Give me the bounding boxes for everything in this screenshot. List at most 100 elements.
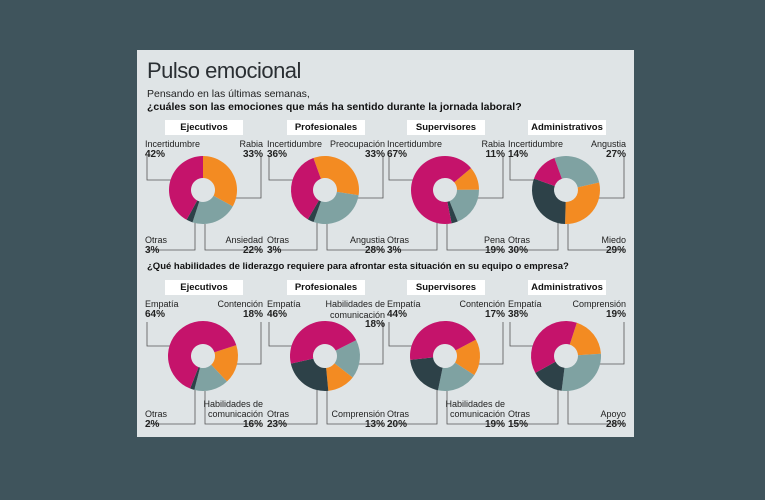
slice-name: Otras — [267, 409, 290, 419]
leader-line — [356, 322, 384, 365]
leader-line — [326, 224, 383, 251]
slice-value: 17% — [484, 308, 505, 320]
slice-value: 13% — [364, 418, 385, 430]
panel-title: Profesionales — [287, 280, 365, 295]
slice-label: Otras 15% — [508, 409, 530, 430]
leader-line — [269, 388, 318, 425]
slice-name: Comprensión — [572, 299, 626, 309]
slice-label: Otras 20% — [387, 409, 409, 430]
slice-value: 30% — [508, 244, 529, 256]
donut-panel: Ejecutivos Rabia 33% Ansiedad 22% Otras 3% Ince… — [143, 120, 265, 270]
panel-title: Supervisores — [407, 280, 485, 295]
slice-name: Incertidumbre — [508, 139, 564, 149]
slice-name: Habilidades de comunicación — [445, 398, 505, 420]
slice-value: 27% — [605, 148, 626, 160]
slice-label: Incertidumbre 42% — [145, 139, 200, 160]
leader-line — [355, 156, 384, 199]
slice-value: 3% — [145, 244, 160, 256]
slice-name: Otras — [145, 235, 168, 245]
donut-slice-otras — [447, 201, 458, 224]
donut-panel: Supervisores Contención 17% Habilidades de … — [385, 280, 507, 430]
slice-label: Incertidumbre 14% — [508, 139, 563, 160]
leader-line — [204, 224, 261, 251]
slice-name: Rabia — [481, 139, 505, 149]
donut-slice-rabia — [454, 168, 479, 190]
leader-line — [567, 224, 624, 251]
donut-slice-otras — [190, 367, 201, 390]
donut-chart — [146, 156, 262, 251]
donut-slice-apoyo — [561, 353, 601, 391]
slice-name: Incertidumbre — [145, 139, 201, 149]
slice-value: 29% — [605, 244, 626, 256]
donut-panel: Ejecutivos Contención 18% Habilidades de co… — [143, 280, 265, 430]
slice-value: 18% — [242, 308, 263, 320]
slice-name: Pena — [483, 235, 505, 245]
leader-line — [509, 322, 537, 347]
slice-label: Habilidades de comunicación 18% — [323, 299, 385, 331]
leader-line — [475, 156, 504, 199]
leader-line — [446, 391, 503, 425]
slice-value: 33% — [242, 148, 263, 160]
subtitle-line-1: Pensando en las últimas semanas, — [147, 88, 310, 100]
slice-value: 36% — [267, 148, 288, 160]
donut-panel: Administrativos Comprensión 19% Apoyo 28% Otr… — [506, 280, 628, 430]
leader-line — [388, 322, 416, 347]
donut-panel: Profesionales Preocupación 33% Angustia 28% O… — [265, 120, 387, 270]
leader-line — [389, 221, 438, 251]
panel-title: Supervisores — [407, 120, 485, 135]
leader-line — [597, 322, 625, 365]
slice-name: Apoyo — [600, 409, 626, 419]
slice-value: 2% — [145, 418, 160, 430]
infographic-card: Pulso emocional Pensando en las últimas … — [137, 50, 634, 437]
leader-line — [269, 221, 318, 251]
slice-name: Rabia — [239, 139, 263, 149]
donut-panel: Administrativos Angustia 27% Miedo 29% Otras 3… — [506, 120, 628, 270]
slice-name: Empatía — [387, 299, 421, 309]
donut-slice-empatía — [410, 321, 476, 360]
leader-line — [389, 388, 438, 425]
slice-value: 64% — [145, 308, 166, 320]
leader-line — [446, 224, 503, 251]
slice-name: Angustia — [590, 139, 626, 149]
leader-line — [510, 388, 559, 425]
panel-title: Administrativos — [528, 280, 606, 295]
panel-title: Administrativos — [528, 120, 606, 135]
question-1: ¿cuáles son las emociones que más ha sen… — [147, 101, 522, 113]
leader-line — [204, 391, 261, 425]
slice-name: Comprensión — [331, 409, 385, 419]
slice-label: Empatía 38% — [508, 299, 542, 320]
leader-line — [326, 391, 383, 425]
slice-name: Otras — [508, 235, 531, 245]
donut-slice-habilidades-de-comunicación — [334, 340, 360, 378]
slice-value: 38% — [508, 308, 529, 320]
slice-value: 23% — [267, 418, 288, 430]
slice-value: 3% — [387, 244, 402, 256]
slice-value: 42% — [145, 148, 166, 160]
slice-name: Otras — [387, 235, 410, 245]
donut-slice-angustia — [313, 191, 359, 224]
slice-label: Rabia 11% — [481, 139, 505, 160]
slice-value: 19% — [484, 418, 505, 430]
slice-label: Pena 19% — [484, 235, 505, 256]
slice-label: Contención 18% — [217, 299, 263, 320]
donut-slice-incertidumbre — [169, 156, 203, 220]
donut-slice-comprensión — [569, 322, 601, 356]
slice-name: Otras — [387, 409, 410, 419]
slice-value: 67% — [387, 148, 408, 160]
leader-line — [596, 156, 625, 199]
slice-value: 28% — [364, 244, 385, 256]
donut-slice-ansiedad — [192, 195, 233, 224]
slice-label: Angustia 28% — [350, 235, 385, 256]
slice-value: 19% — [605, 308, 626, 320]
slice-label: Otras 2% — [145, 409, 167, 430]
slice-name: Otras — [145, 409, 168, 419]
slice-label: Empatía 44% — [387, 299, 421, 320]
leader-line — [510, 221, 559, 251]
slice-name: Angustia — [349, 235, 385, 245]
slice-name: Empatía — [508, 299, 542, 309]
panel-title: Ejecutivos — [165, 280, 243, 295]
donut-slice-otras — [535, 361, 565, 391]
donut-slice-otras — [410, 357, 443, 391]
slice-name: Miedo — [601, 235, 626, 245]
panel-title: Profesionales — [287, 120, 365, 135]
